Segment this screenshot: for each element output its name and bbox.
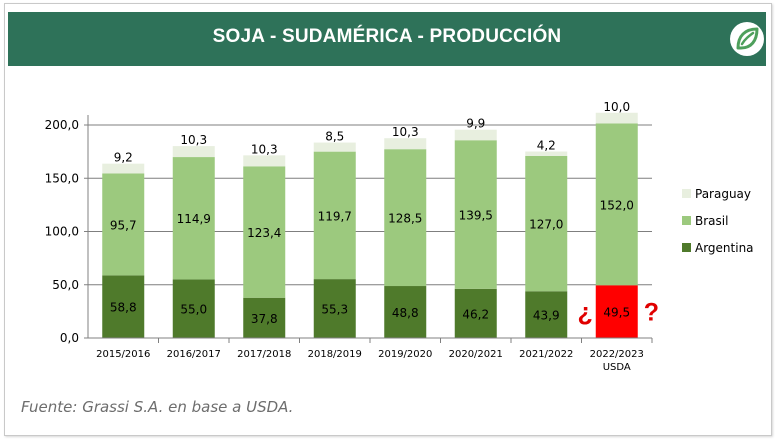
bar-brasil <box>525 155 568 292</box>
data-label: 58,8 <box>110 301 137 315</box>
bar-brasil <box>313 151 356 280</box>
bar-argentina <box>384 286 427 338</box>
data-label: 119,7 <box>318 209 352 223</box>
data-label: 10,3 <box>251 142 278 156</box>
data-label: 10,0 <box>603 100 630 114</box>
bar-brasil <box>102 173 145 276</box>
data-label: 128,5 <box>388 212 422 226</box>
x-tick-label: 2021/2022 <box>519 349 573 360</box>
y-tick-label: 0,0 <box>60 331 79 345</box>
page-title: SOJA - SUDAMÉRICA - PRODUCCIÓN <box>212 26 562 47</box>
legend-label-brasil: Brasil <box>695 214 728 228</box>
data-label: 95,7 <box>110 218 137 232</box>
bar-paraguay <box>243 155 286 167</box>
title-banner: SOJA - SUDAMÉRICA - PRODUCCIÓN <box>8 12 766 66</box>
bar-argentina <box>454 288 497 338</box>
x-tick-label: 2020/2021 <box>449 349 503 360</box>
highlight-marker-right: ? <box>644 299 659 327</box>
x-tick-label: 2022/2023 <box>590 349 644 360</box>
bar-brasil <box>595 123 638 286</box>
x-tick-label: 2019/2020 <box>378 349 432 360</box>
source-note: Fuente: Grassi S.A. en base a USDA. <box>21 398 294 416</box>
leaf-logo-icon <box>730 22 764 56</box>
bar-paraguay <box>313 142 356 152</box>
y-tick-label: 200,0 <box>45 118 79 132</box>
bar-argentina <box>102 275 145 338</box>
legend-swatch-argentina <box>682 243 691 252</box>
y-tick-label: 100,0 <box>45 225 79 239</box>
x-tick-sublabel: USDA <box>603 362 631 373</box>
data-label: 127,0 <box>529 218 563 232</box>
legend-swatch-paraguay <box>682 189 691 198</box>
x-tick-label: 2016/2017 <box>167 349 221 360</box>
data-label: 10,3 <box>180 133 207 147</box>
bar-argentina <box>313 279 356 338</box>
bar-paraguay <box>172 146 215 158</box>
data-label: 9,9 <box>466 117 485 131</box>
x-tick-label: 2017/2018 <box>237 349 291 360</box>
bar-brasil <box>384 149 427 287</box>
y-tick-label: 50,0 <box>52 278 79 292</box>
bar-paraguay <box>454 129 497 141</box>
data-label: 123,4 <box>247 226 281 240</box>
y-tick-label: 150,0 <box>45 171 79 185</box>
data-label: 152,0 <box>600 198 634 212</box>
bar-brasil <box>454 140 497 289</box>
x-tick-label: 2015/2016 <box>96 349 150 360</box>
data-label: 114,9 <box>177 212 211 226</box>
bar-argentina <box>172 279 215 338</box>
bar-brasil <box>243 166 286 298</box>
bar-brasil <box>172 157 215 280</box>
legend-swatch-brasil <box>682 216 691 225</box>
bar-paraguay <box>595 112 638 124</box>
bar-paraguay <box>102 163 145 174</box>
x-tick-label: 2018/2019 <box>308 349 362 360</box>
data-label: 49,5 <box>603 306 630 320</box>
bar-argentina <box>525 291 568 338</box>
legend-label-argentina: Argentina <box>695 241 754 255</box>
legend-label-paraguay: Paraguay <box>695 187 751 201</box>
data-label: 10,3 <box>392 125 419 139</box>
data-label: 46,2 <box>462 307 489 321</box>
bar-argentina <box>243 297 286 338</box>
bar-paraguay <box>384 138 427 150</box>
bar-argentina <box>595 285 638 338</box>
bar-paraguay <box>525 151 568 156</box>
data-label: 8,5 <box>325 130 344 144</box>
data-label: 9,2 <box>114 151 133 165</box>
data-label: 139,5 <box>459 209 493 223</box>
data-label: 43,9 <box>533 309 560 323</box>
data-label: 4,2 <box>537 139 556 153</box>
data-label: 55,3 <box>321 303 348 317</box>
data-label: 55,0 <box>180 303 207 317</box>
data-label: 37,8 <box>251 312 278 326</box>
highlight-marker-left: ¿ <box>577 299 592 327</box>
data-label: 48,8 <box>392 306 419 320</box>
